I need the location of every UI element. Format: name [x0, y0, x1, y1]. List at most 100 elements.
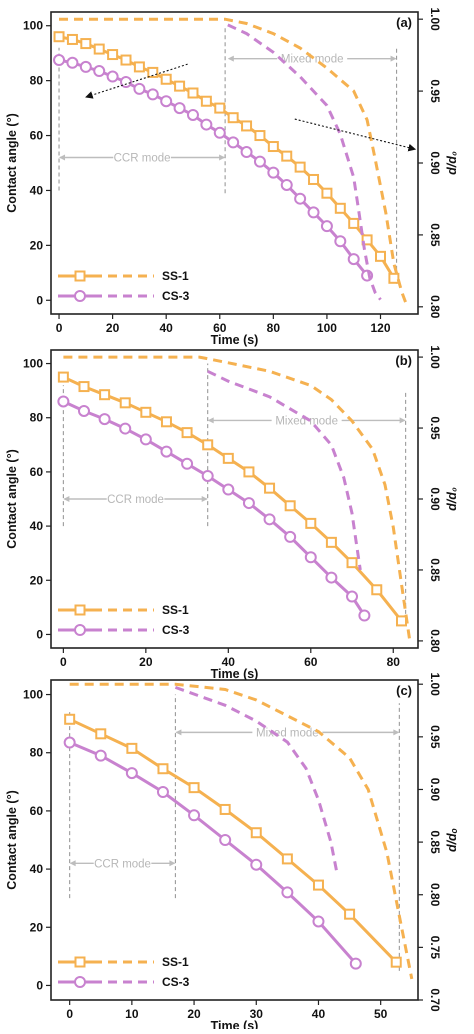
mode-span-arrow-right [390, 55, 397, 62]
data-point [139, 433, 152, 446]
data-point [346, 557, 358, 569]
data-point [390, 956, 402, 968]
mode-span-arrow-left [69, 860, 76, 867]
y-tick-label: 60 [30, 804, 44, 818]
mode-label: Mixed mode [256, 727, 319, 739]
data-point [321, 187, 333, 199]
series-line [207, 369, 362, 571]
series-line [58, 58, 369, 277]
data-point [160, 445, 173, 458]
x-tick-label: 0 [56, 321, 63, 335]
y2-tick-label: 1.00 [428, 345, 442, 369]
x-tick-label: 50 [374, 1007, 388, 1021]
y-tick-label: 100 [23, 357, 43, 371]
x-tick-label: 80 [387, 655, 401, 669]
y-tick-label: 20 [30, 238, 44, 252]
mode-span-arrow-right [169, 860, 176, 867]
x-axis-title: Time (s) [211, 667, 259, 681]
x-tick-label: 0 [66, 1007, 73, 1021]
data-point [160, 416, 172, 428]
mode-label-bg [252, 724, 323, 740]
y2-tick-label: 0.90 [428, 151, 442, 175]
data-point [147, 66, 159, 78]
data-point [242, 497, 255, 510]
data-point [227, 112, 239, 124]
x-tick-label: 0 [60, 655, 67, 669]
data-point [202, 439, 214, 451]
data-point [227, 136, 240, 149]
data-point [201, 469, 214, 482]
data-point [213, 126, 226, 139]
mode-span-arrow-left [59, 154, 66, 161]
legend-label: SS-1 [162, 955, 189, 969]
legend-label: CS-3 [162, 623, 190, 637]
data-point [186, 108, 199, 121]
y-axis-title: Contact angle (°) [5, 113, 19, 212]
data-point [222, 452, 234, 464]
data-point [388, 272, 400, 284]
data-point [371, 584, 383, 596]
y2-axis-title: d/d₀ [445, 151, 459, 175]
data-point [181, 457, 194, 470]
mode-label: CCR mode [94, 858, 151, 870]
y2-tick-label: 0.85 [428, 223, 442, 247]
data-point [95, 728, 107, 740]
data-point [93, 65, 106, 78]
data-point [312, 915, 325, 928]
y-tick-label: 60 [30, 465, 44, 479]
x-tick-label: 40 [222, 655, 236, 669]
data-point [80, 38, 92, 50]
series-ss-1-dashed [69, 682, 414, 980]
mode-label: Mixed mode [281, 54, 344, 66]
data-point [344, 908, 356, 920]
data-point [361, 234, 373, 246]
series-ss-1-solid [53, 31, 400, 284]
data-point [254, 130, 266, 142]
data-point [253, 155, 266, 168]
y2-tick-label: 0.90 [428, 487, 442, 511]
data-point [284, 530, 297, 543]
y-tick-label: 80 [30, 746, 44, 760]
data-point [181, 427, 193, 439]
mode-span-arrow-right [393, 729, 400, 736]
data-point [160, 95, 173, 108]
series-line [69, 682, 414, 980]
data-point [267, 166, 280, 179]
data-point [156, 786, 169, 798]
data-point [107, 49, 119, 61]
y2-tick-label: 0.95 [428, 725, 442, 749]
data-point [98, 413, 111, 426]
y2-tick-label: 0.85 [428, 830, 442, 854]
y2-tick-label: 0.85 [428, 558, 442, 582]
data-point [125, 767, 138, 780]
data-point [140, 406, 152, 418]
data-point [294, 192, 307, 205]
data-point [120, 54, 132, 66]
mode-label: CCR mode [114, 153, 171, 165]
x-axis-title: Time (s) [211, 1019, 259, 1029]
data-point [240, 146, 253, 159]
data-point [396, 615, 408, 627]
legend: SS-1 CS-3 [58, 603, 190, 637]
series-ss-1-solid [64, 713, 402, 968]
legend-label: SS-1 [162, 603, 189, 617]
data-point [77, 404, 90, 417]
y-tick-label: 80 [30, 411, 44, 425]
plot-frame [50, 679, 419, 1001]
data-point [53, 54, 66, 67]
data-point [250, 827, 262, 839]
legend-marker [74, 290, 86, 302]
legend-marker [74, 956, 86, 968]
y2-axis-title: d/d₀ [445, 487, 459, 511]
y-tick-label: 100 [23, 688, 43, 702]
panel-b: 0 20 40 60 80 0 20 40 60 80 100 0.80 0.85 0.90 0.95 1.0… [5, 345, 459, 681]
data-point [334, 202, 346, 214]
data-point [94, 749, 107, 762]
mode-span-arrow-right [399, 417, 406, 424]
data-point [250, 858, 263, 871]
series-line [63, 355, 412, 642]
series-ss-1-dashed [63, 355, 412, 642]
x-tick-label: 40 [312, 1007, 326, 1021]
y2-tick-label: 1.00 [428, 8, 442, 32]
data-point [347, 253, 360, 266]
